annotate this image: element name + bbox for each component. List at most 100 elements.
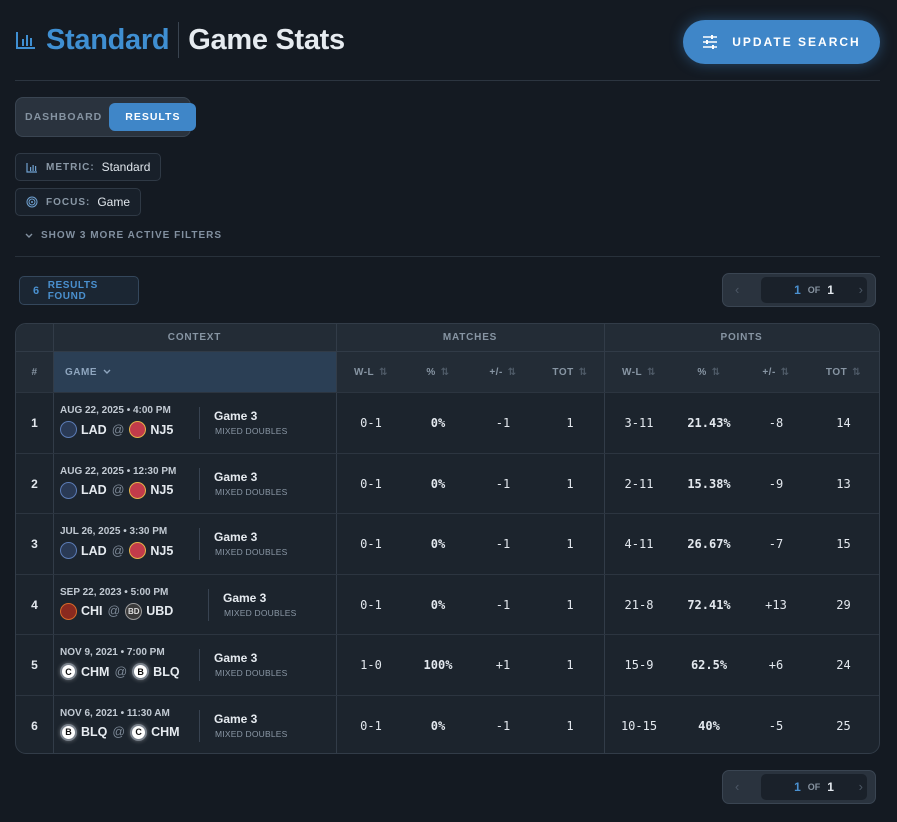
- table-row[interactable]: 5 NOV 9, 2021 • 7:00 PM C CHM @ B BLQ Game…: [16, 634, 879, 694]
- points-wl: 15-9: [624, 658, 654, 672]
- context-divider: [199, 467, 200, 500]
- update-search-button[interactable]: UPDATE SEARCH: [683, 20, 880, 64]
- points-wl: 2-11: [624, 476, 654, 491]
- title-text: Standard: [46, 23, 170, 56]
- current-page: 1: [794, 283, 801, 297]
- matches-pct: 0%: [430, 416, 446, 430]
- context-divider: [199, 709, 200, 742]
- update-search-label: UPDATE SEARCH: [732, 35, 861, 49]
- row-context: JUL 26, 2025 • 3:30 PM LAD @ NJ5: [60, 526, 173, 559]
- matches-wl: 0-1: [360, 416, 382, 430]
- page-indicator: 1 OF 1: [761, 774, 867, 800]
- row-matchup: CHI @ BD UBD: [60, 602, 174, 620]
- matches-wl: 1-0: [360, 658, 382, 672]
- sort-icon: ⇅: [379, 366, 389, 378]
- team-logo-icon: BD: [125, 602, 143, 620]
- points-tot: 24: [836, 658, 851, 672]
- matches-tot: 1: [566, 658, 574, 672]
- header-points-wl[interactable]: W-L ⇅: [604, 352, 674, 392]
- results-count-badge: 6 RESULTS FOUND: [19, 276, 139, 305]
- next-page-icon[interactable]: ›: [858, 779, 863, 794]
- view-tabs: DASHBOARD RESULTS: [15, 97, 197, 137]
- header-matches-wl[interactable]: W-L ⇅: [336, 352, 406, 392]
- header-group-points: POINTS: [604, 324, 879, 352]
- table-row[interactable]: 1 AUG 22, 2025 • 4:00 PM LAD @ NJ5 Game …: [16, 392, 879, 452]
- header-matches-tot[interactable]: TOT ⇅: [536, 352, 604, 392]
- page-indicator: 1 OF 1: [761, 277, 867, 303]
- table-row[interactable]: 2 AUG 22, 2025 • 12:30 PM LAD @ NJ5 Game…: [16, 452, 879, 513]
- prev-page-icon[interactable]: ‹: [735, 282, 740, 297]
- header-group-context: CONTEXT: [53, 324, 336, 352]
- row-game-type: MIXED DOUBLES: [215, 547, 288, 557]
- matches-pct: 100%: [423, 658, 453, 672]
- focus-filter-value: Game: [97, 195, 131, 209]
- row-date: AUG 22, 2025 • 4:00 PM: [60, 405, 171, 416]
- tab-dashboard[interactable]: DASHBOARD: [25, 111, 103, 123]
- table-row[interactable]: 4 SEP 22, 2023 • 5:00 PM CHI @ BD UBD Gam…: [16, 573, 879, 634]
- home-team: NJ5: [150, 422, 174, 437]
- row-date: AUG 22, 2025 • 12:30 PM: [60, 465, 177, 477]
- row-game-type: MIXED DOUBLES: [215, 486, 288, 497]
- column-divider: [336, 324, 337, 753]
- team-logo-icon: [60, 481, 77, 499]
- matches-diff: -1: [495, 416, 511, 430]
- row-index: 4: [31, 597, 38, 612]
- team-logo-icon: [60, 421, 77, 438]
- at-symbol: @: [111, 422, 125, 437]
- current-page: 1: [794, 780, 801, 794]
- table-row[interactable]: 6 NOV 6, 2021 • 11:30 AM B BLQ @ C CHM Gam…: [16, 694, 879, 754]
- matches-diff: -1: [495, 476, 511, 491]
- points-wl: 10-15: [620, 718, 658, 733]
- row-game-name: Game 3: [214, 651, 258, 665]
- home-team: CHM: [151, 725, 180, 739]
- show-more-filters-label: SHOW 3 MORE ACTIVE FILTERS: [41, 230, 223, 241]
- total-pages: 1: [827, 283, 834, 297]
- header-matches-tot-label: TOT: [552, 366, 574, 378]
- metric-filter-key: METRIC:: [46, 161, 95, 173]
- team-logo-icon: [60, 602, 77, 620]
- points-tot: 25: [836, 718, 851, 733]
- row-game-name: Game 3: [214, 409, 258, 423]
- table-row[interactable]: 3 JUL 26, 2025 • 3:30 PM LAD @ NJ5 Game …: [16, 513, 879, 573]
- home-team: UBD: [146, 604, 174, 618]
- results-count: 6: [33, 284, 40, 297]
- away-team: LAD: [81, 483, 107, 497]
- matches-tot: 1: [566, 416, 574, 430]
- matches-pct: 0%: [430, 718, 446, 733]
- team-logo-icon: C: [130, 723, 148, 741]
- tab-results[interactable]: RESULTS: [109, 103, 197, 131]
- away-team: BLQ: [81, 725, 108, 739]
- row-game-name: Game 3: [214, 469, 258, 484]
- header-points-tot[interactable]: TOT ⇅: [808, 352, 879, 392]
- row-date: NOV 9, 2021 • 7:00 PM: [60, 647, 165, 658]
- matches-pct: 0%: [430, 597, 446, 612]
- row-matchup: LAD @ NJ5: [60, 421, 173, 438]
- row-date: SEP 22, 2023 • 5:00 PM: [60, 586, 169, 598]
- row-game-type: MIXED DOUBLES: [224, 607, 297, 618]
- row-context: NOV 9, 2021 • 7:00 PM C CHM @ B BLQ: [60, 647, 180, 680]
- points-tot: 29: [836, 597, 851, 612]
- next-page-icon[interactable]: ›: [858, 282, 863, 297]
- header-game-sort[interactable]: GAME: [53, 352, 336, 392]
- chevron-down-icon: [103, 369, 111, 374]
- column-divider: [604, 324, 605, 753]
- show-more-filters-toggle[interactable]: SHOW 3 MORE ACTIVE FILTERS: [25, 230, 222, 241]
- at-symbol: @: [111, 483, 125, 497]
- row-context: AUG 22, 2025 • 4:00 PM LAD @ NJ5: [60, 405, 173, 438]
- focus-filter-chip[interactable]: FOCUS: Game: [15, 188, 142, 216]
- away-team: LAD: [81, 422, 107, 437]
- header-matches-pct[interactable]: % ⇅: [406, 352, 470, 392]
- matches-wl: 0-1: [360, 537, 382, 551]
- prev-page-icon[interactable]: ‹: [735, 779, 740, 794]
- header-index-group: [16, 324, 53, 352]
- matches-tot: 1: [566, 476, 574, 491]
- page-of-label: OF: [807, 782, 821, 792]
- header-points-diff[interactable]: +/- ⇅: [744, 352, 808, 392]
- matches-wl: 0-1: [360, 597, 382, 612]
- header-points-pct[interactable]: % ⇅: [674, 352, 744, 392]
- metric-filter-chip[interactable]: METRIC: Standard: [15, 153, 162, 181]
- header-matches-diff[interactable]: +/- ⇅: [470, 352, 536, 392]
- row-index: 3: [31, 537, 38, 551]
- results-table: CONTEXT MATCHES POINTS # GAME W-L ⇅ % ⇅ +/…: [15, 323, 880, 754]
- at-symbol: @: [112, 725, 126, 739]
